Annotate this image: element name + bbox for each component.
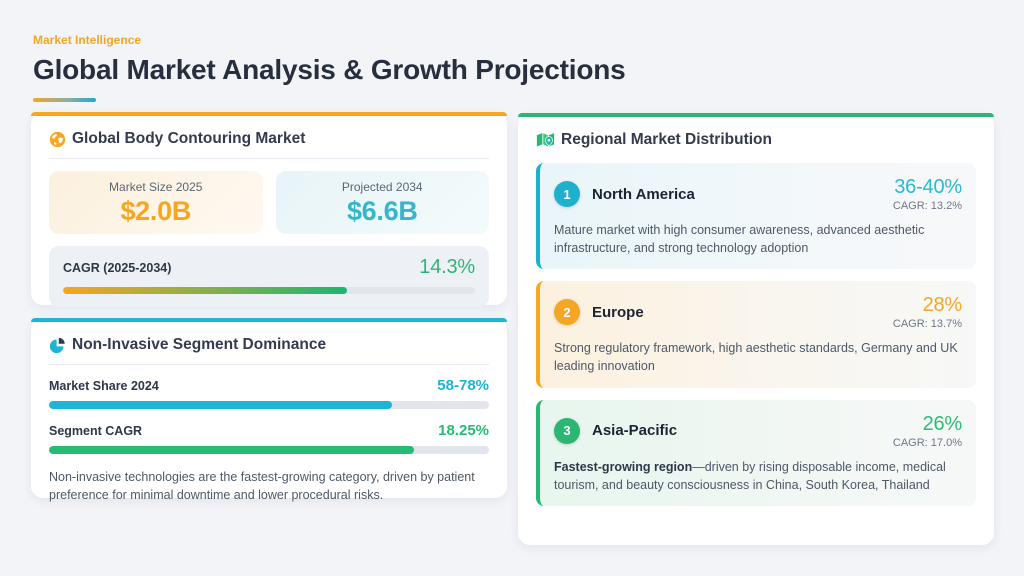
metric-segment-cagr: Segment CAGR 18.25% [49,422,489,454]
metric-progress-fill [49,401,393,409]
metric-market-share: Market Share 2024 58-78% [49,377,489,409]
cagr-progress-fill [63,287,348,294]
metric-label: Market Share 2024 [49,379,159,393]
region-share-value: 36-40% [894,176,962,198]
cagr-value: 14.3% [419,256,475,278]
segment-card-title: Non-Invasive Segment Dominance [72,336,327,353]
title-underline [33,98,96,102]
page-header: Market Intelligence Global Market Analys… [33,33,626,102]
stat-label: Market Size 2025 [109,180,203,194]
pie-chart-icon [49,337,66,354]
cagr-label: CAGR (2025-2034) [63,260,172,275]
kicker-label: Market Intelligence [33,33,142,47]
stat-label: Projected 2034 [341,180,423,194]
market-card-title: Global Body Contouring Market [72,130,306,147]
region-share-value: 28% [922,294,963,317]
region-name: North America [592,185,695,203]
region-name: Asia-Pacific [592,422,678,439]
metric-label: Segment CAGR [49,424,143,438]
region-share-value: 26% [922,412,963,435]
region-cagr-label: CAGR: 13.7% [892,318,962,331]
map-pin-icon [536,131,555,149]
metric-value: 18.25% [438,422,489,439]
region-item-asia-pacific: 3 Asia-Pacific 26% CAGR: 17.0% Fastest-g… [536,399,976,506]
regional-card-title: Regional Market Distribution [561,131,772,148]
stat-market-size-2025: Market Size 2025 $2.0B [49,171,263,234]
metric-value: 58-78% [437,377,489,394]
region-cagr-label: CAGR: 13.2% [892,200,962,212]
stat-value: $6.6B [346,196,418,226]
metric-progress-track [49,446,489,454]
region-rank-badge: 3 [554,417,580,444]
stat-value: $2.0B [120,196,192,226]
region-description: Fastest-growing region—driven by rising … [554,459,946,492]
region-rank-badge: 1 [554,181,580,207]
region-name: Europe [592,303,644,321]
region-description: Mature market with high consumer awarene… [554,223,925,256]
segment-dominance-card: Non-Invasive Segment Dominance Market Sh… [31,318,507,502]
segment-note: Non-invasive technologies are the fastes… [49,470,475,503]
region-item-europe: 2 Europe 28% CAGR: 13.7% Strong regulato… [536,281,976,388]
metric-progress-fill [49,446,415,454]
region-cagr-label: CAGR: 17.0% [892,436,962,449]
globe-icon [49,131,66,148]
metric-progress-track [49,401,489,409]
cagr-panel: CAGR (2025-2034) 14.3% [49,246,489,307]
page-title: Global Market Analysis & Growth Projecti… [33,54,626,85]
region-rank-badge: 2 [554,299,580,326]
cagr-progress-track [63,287,475,294]
region-item-north-america: 1 North America 36-40% CAGR: 13.2% Matur… [536,163,976,270]
region-description: Strong regulatory framework, high aesthe… [554,341,958,374]
stat-projected-2034: Projected 2034 $6.6B [275,171,489,234]
regional-distribution-card: Regional Market Distribution 1 North Ame… [518,113,994,545]
market-overview-card: Global Body Contouring Market Market Siz… [31,112,507,307]
